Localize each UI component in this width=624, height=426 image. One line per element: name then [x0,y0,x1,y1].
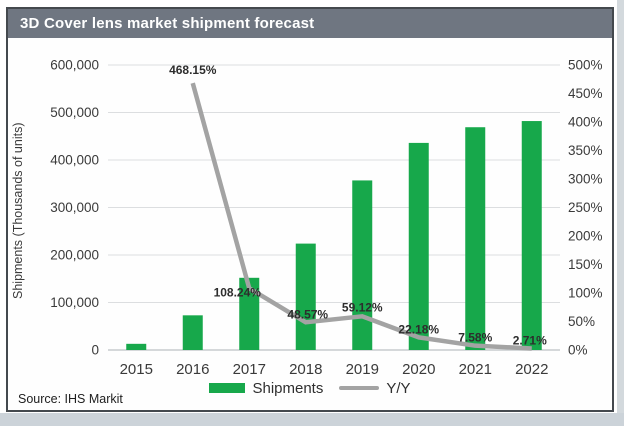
x-axis-label-2019: 2019 [346,361,379,378]
right-axis-tick: 350% [568,143,603,158]
left-axis-tick: 100,000 [50,295,99,310]
legend-label-shipments: Shipments [252,379,324,397]
left-axis-tick: 0 [91,343,99,358]
x-axis-label-2020: 2020 [402,361,435,378]
right-axis-tick: 0% [568,343,588,358]
chart-body: Shipments (Thousands of units) 0 100,000 2… [8,38,612,410]
x-axis-label-2015: 2015 [120,361,153,378]
legend-label-yoy: Y/Y [386,379,411,397]
left-axis-tick: 300,000 [50,200,99,215]
right-axis-tick: 450% [568,86,603,101]
yoy-line [190,82,532,351]
bar-2015 [126,343,147,350]
right-axis-tick: 400% [568,115,603,130]
bar-2019 [352,180,373,350]
page-edge-right [617,0,624,426]
right-axis-tick: 250% [568,200,603,215]
chart-card: 3D Cover lens market shipment forecast S… [6,7,614,412]
bar-2022 [521,121,542,350]
bar-2017 [239,277,260,350]
yoy-swatch-icon [339,386,380,390]
yoy-label-2019: 59.12% [342,300,383,314]
x-axis-label-2021: 2021 [459,361,492,378]
x-axis-label-2018: 2018 [289,361,322,378]
chart-title-bar: 3D Cover lens market shipment forecast [8,9,612,38]
bar-2021 [465,127,486,350]
yoy-label-2017: 108.24% [214,285,262,299]
page-edge-bottom [0,413,624,426]
right-axis-tick: 500% [568,58,603,73]
left-axis-tick: 400,000 [50,153,99,168]
shipments-swatch-icon [209,383,246,393]
legend-item-yoy: Y/Y [339,379,411,397]
chart-plot: 0 100,000 200,000 300,000 400,000 500,000 600,… [50,58,603,379]
bar-2018 [295,243,316,350]
left-axis-tick: 200,000 [50,248,99,263]
chart-title: 3D Cover lens market shipment forecast [20,15,315,32]
yoy-label-2021: 7.58% [458,331,492,345]
yoy-label-2022: 2.71% [513,333,547,347]
right-axis-tick: 200% [568,229,603,244]
legend-item-shipments: Shipments [209,380,323,397]
yoy-label-2016: 468.15% [169,63,217,77]
chart-legend: Shipments Y/Y [8,379,612,397]
right-axis-tick: 100% [568,286,603,301]
bar-2020 [408,142,429,350]
x-axis-label-2017: 2017 [233,361,266,378]
yoy-label-2020: 22.18% [398,322,439,336]
right-axis-tick: 50% [568,314,595,329]
yoy-label-2018: 48.57% [287,307,328,321]
left-axis-tick: 600,000 [50,58,99,73]
left-axis-tick: 500,000 [50,105,99,120]
x-axis-label-2016: 2016 [176,361,209,378]
right-axis-tick: 150% [568,257,603,272]
source-note: Source: IHS Markit [18,392,123,406]
x-axis-label-2022: 2022 [515,361,548,378]
right-axis-tick: 300% [568,172,603,187]
bar-2016 [182,315,203,350]
